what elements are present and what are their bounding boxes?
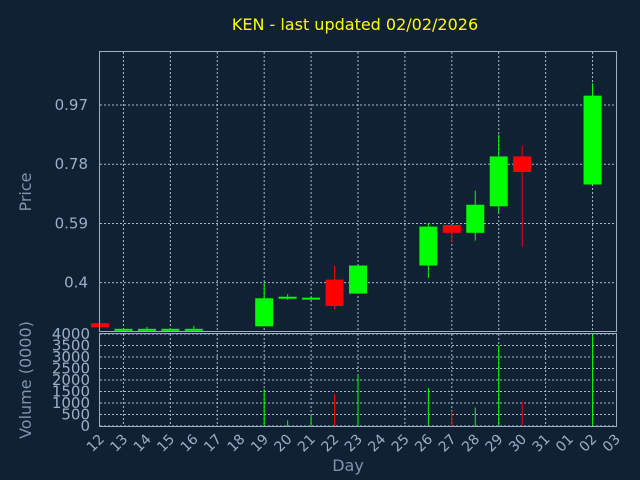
candle-body: [184, 328, 203, 331]
candle-body: [325, 279, 344, 307]
candle-body: [442, 225, 461, 233]
candle-body: [278, 296, 297, 299]
volume-tick-label: 2500: [52, 360, 90, 378]
volume-tick-label: 3500: [52, 337, 90, 355]
candle-body: [489, 156, 508, 207]
candle-body: [466, 204, 485, 233]
price-tick-label: 0.59: [55, 214, 88, 232]
x-axis-label: Day: [332, 456, 364, 475]
price-axis-label: Price: [16, 172, 35, 211]
candle-body: [583, 95, 602, 185]
volume-tick-label: 3000: [52, 348, 90, 366]
volume-axis-label: Volume (0000): [16, 321, 35, 439]
volume-tick-label: 1000: [52, 394, 90, 412]
chart-title: KEN - last updated 02/02/2026: [232, 15, 478, 34]
candle-body: [114, 328, 133, 331]
price-tick-label: 0.78: [55, 155, 88, 173]
volume-tick-label: 2000: [52, 371, 90, 389]
volume-tick-label: 1500: [52, 383, 90, 401]
candle-body: [349, 265, 367, 294]
candle-body: [137, 328, 156, 331]
candle-body: [255, 298, 274, 327]
candle-body: [513, 156, 532, 173]
volume-tick-label: 0: [80, 417, 90, 435]
candle-body: [302, 297, 321, 300]
candles: [91, 83, 602, 331]
candle-body: [419, 226, 438, 266]
volume-tick-label: 4000: [52, 325, 90, 343]
candle-body: [161, 328, 180, 331]
volume-bars: [263, 334, 594, 426]
volume-panel-frame: [99, 333, 617, 427]
price-tick-label: 0.97: [55, 96, 88, 114]
price-panel-frame: [99, 51, 617, 332]
price-tick-label: 0.4: [64, 274, 88, 292]
volume-tick-label: 500: [61, 406, 90, 424]
